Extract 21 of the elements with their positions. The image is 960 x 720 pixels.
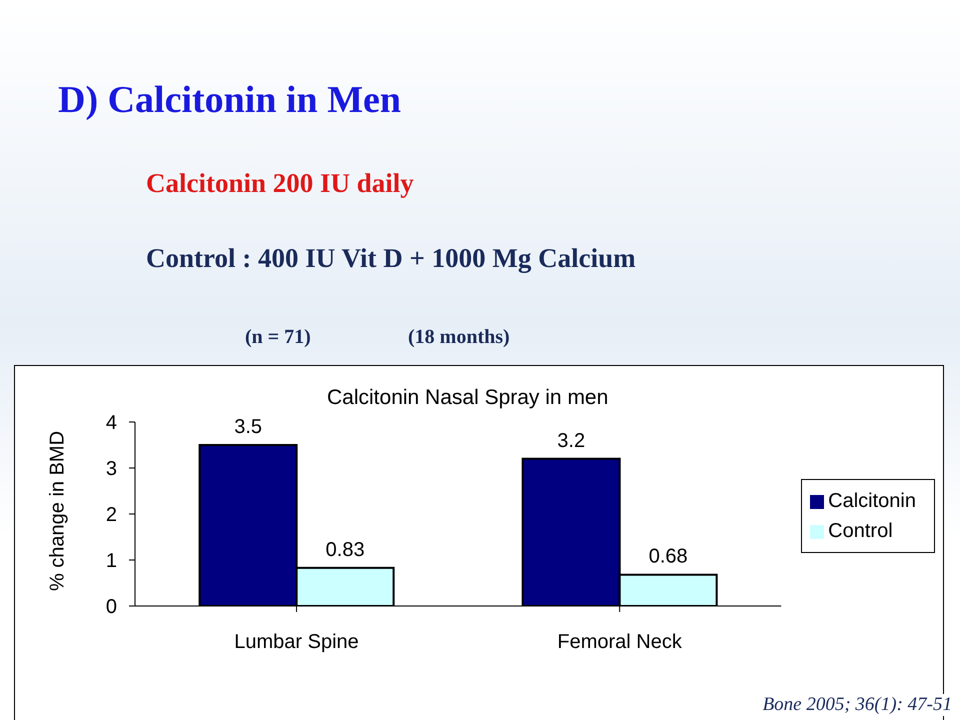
y-tick-label: 2 [106, 504, 117, 526]
text: Bone 2005; 36(1): 47-51 [758, 694, 956, 716]
data-label: 0.68 [648, 546, 688, 568]
data-label: 0.83 [326, 538, 365, 561]
x-tick-label: Femoral Neck [557, 631, 683, 654]
legend-label: Calcitonin [828, 490, 916, 512]
y-tick-label: 4 [106, 412, 117, 434]
text: (n = 71) [245, 326, 311, 349]
data-label: 3.5 [234, 416, 262, 438]
legend-label: Control [828, 520, 893, 542]
text: Calcitonin Nasal Spray in men [327, 386, 608, 410]
y-tick-label: 0 [106, 596, 117, 618]
data-label: 3.2 [557, 430, 586, 452]
y-tick-label: 1 [106, 550, 117, 572]
chart-subtitle: Calcitonin 200 IU daily [146, 168, 414, 199]
text: Control : 400 IU Vit D + 1000 Mg Calcium [146, 243, 636, 274]
text: (18 months) [408, 326, 510, 349]
chart-title: D) Calcitonin in Men [58, 78, 402, 122]
y-axis-title: % change in BMD [46, 430, 70, 592]
x-tick-label: Lumbar Spine [234, 631, 359, 654]
y-tick-label: 3 [106, 458, 117, 480]
